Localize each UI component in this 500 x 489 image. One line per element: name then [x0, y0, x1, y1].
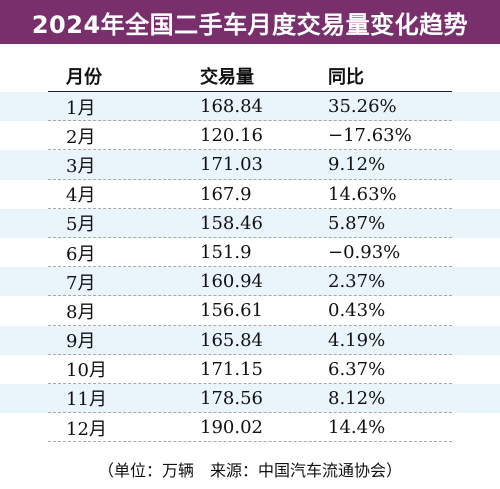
yoy-cell: 6.37% [328, 358, 386, 380]
row-divider [48, 412, 452, 414]
row-divider [48, 266, 452, 268]
header-volume: 交易量 [200, 67, 254, 88]
volume-cell: 151.9 [200, 242, 252, 264]
table-row: 7月 160.94 2.37% [0, 267, 500, 297]
table-row: 8月 156.61 0.43% [0, 296, 500, 326]
table-row: 1月 168.84 35.26% [0, 92, 500, 122]
row-divider [48, 324, 452, 326]
row-divider [48, 295, 452, 297]
yoy-cell: 8.12% [328, 387, 386, 409]
row-divider [48, 207, 452, 209]
yoy-cell: 14.4% [328, 417, 386, 439]
header-yoy: 同比 [328, 67, 364, 88]
row-divider [48, 120, 452, 122]
row-divider [48, 441, 452, 443]
table-row: 11月 178.56 8.12% [0, 383, 500, 414]
header-divider [48, 91, 452, 92]
yoy-cell: 35.26% [328, 96, 397, 118]
volume-cell: 165.84 [200, 329, 263, 351]
yoy-cell: 0.43% [328, 300, 386, 322]
table-row: 10月 171.15 6.37% [0, 354, 500, 384]
row-divider [48, 382, 452, 384]
table-row: 12月 190.02 14.4% [0, 413, 500, 443]
volume-cell: 158.46 [200, 212, 263, 234]
footnote: （单位：万辆 来源：中国汽车流通协会） [97, 461, 402, 480]
title-bar: 2024年全国二手车月度交易量变化趋势 [0, 0, 500, 44]
yoy-cell: 14.63% [328, 183, 397, 205]
month-cell: 7月 [66, 272, 96, 294]
table-header-row: 月份 交易量 同比 [0, 60, 500, 92]
month-cell: 8月 [66, 301, 96, 323]
month-cell: 2月 [66, 126, 96, 148]
table-row: 5月 158.46 5.87% [0, 208, 500, 238]
table-row: 2月 120.16 −17.63% [0, 121, 500, 151]
table-row: 9月 165.84 4.19% [0, 325, 500, 355]
month-cell: 6月 [66, 243, 96, 265]
volume-cell: 168.84 [200, 96, 263, 118]
volume-cell: 171.03 [200, 154, 263, 176]
volume-cell: 167.9 [200, 183, 252, 205]
table-row: 4月 167.9 14.63% [0, 179, 500, 209]
yoy-cell: 4.19% [328, 329, 386, 351]
yoy-cell: −17.63% [328, 125, 412, 147]
month-cell: 12月 [66, 418, 107, 440]
yoy-cell: 5.87% [328, 212, 386, 234]
row-divider [48, 149, 452, 151]
table-row: 6月 151.9 −0.93% [0, 237, 500, 268]
header-month: 月份 [66, 67, 102, 88]
yoy-cell: 9.12% [328, 154, 386, 176]
table-row: 3月 171.03 9.12% [0, 150, 500, 180]
table-body: 1月 168.84 35.26% 2月 120.16 −17.63% 3月 171.03 9.1… [0, 92, 500, 443]
yoy-cell: 2.37% [328, 271, 386, 293]
volume-cell: 120.16 [200, 125, 263, 147]
yoy-cell: −0.93% [328, 242, 401, 264]
row-divider [48, 236, 452, 238]
volume-cell: 171.15 [200, 358, 263, 380]
month-cell: 4月 [66, 185, 96, 207]
volume-cell: 160.94 [200, 271, 263, 293]
month-cell: 3月 [66, 155, 96, 177]
month-cell: 1月 [66, 97, 96, 119]
trade-volume-table: 月份 交易量 同比 1月 168.84 35.26% 2月 120.16 −17.63% 3… [0, 60, 500, 443]
month-cell: 5月 [66, 214, 96, 236]
month-cell: 9月 [66, 331, 96, 353]
volume-cell: 178.56 [200, 387, 263, 409]
volume-cell: 190.02 [200, 417, 263, 439]
page-title: 2024年全国二手车月度交易量变化趋势 [31, 10, 469, 39]
row-divider [48, 178, 452, 180]
row-divider [48, 353, 452, 355]
month-cell: 10月 [66, 360, 107, 382]
month-cell: 11月 [66, 389, 107, 411]
volume-cell: 156.61 [200, 300, 263, 322]
